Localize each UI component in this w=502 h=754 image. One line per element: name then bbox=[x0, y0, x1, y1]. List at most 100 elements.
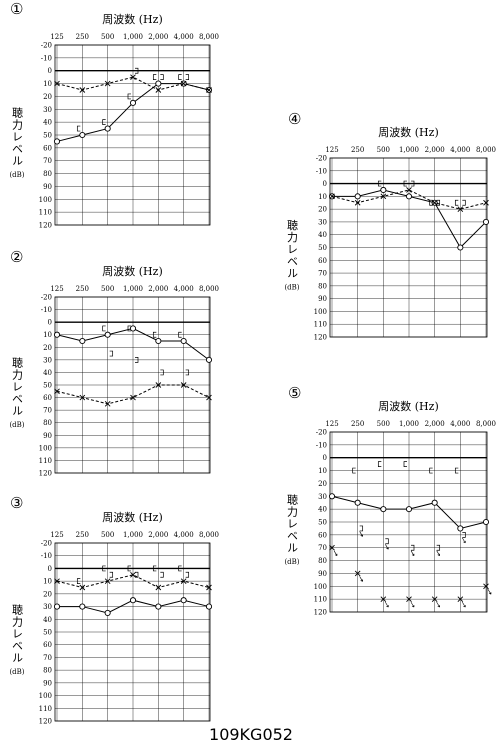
air-right-marker bbox=[405, 506, 413, 513]
bone-right-marker bbox=[127, 93, 131, 100]
y-tick-label: 100 bbox=[39, 692, 52, 700]
bone-right-marker bbox=[377, 461, 382, 467]
air-right-marker bbox=[129, 325, 137, 332]
y-tick-label: 120 bbox=[39, 470, 52, 478]
y-tick-label: 30 bbox=[43, 356, 52, 364]
bone-left-marker bbox=[160, 74, 164, 80]
air-left-marker bbox=[483, 583, 489, 590]
x-tick-label: 1,000 bbox=[123, 531, 143, 539]
y-tick-label: 20 bbox=[43, 590, 52, 598]
y-tick-label: 120 bbox=[39, 718, 52, 726]
air-left-marker bbox=[155, 87, 162, 93]
y-tick-label: 40 bbox=[43, 616, 52, 624]
scale-out-arrow bbox=[487, 589, 492, 595]
bone-left-marker bbox=[185, 571, 190, 578]
x-tick-label: 250 bbox=[76, 33, 89, 41]
air-right-marker bbox=[380, 506, 387, 513]
air-left-marker bbox=[406, 596, 412, 602]
audiogram: ③ 周波数 (Hz) 聴力レベル (dB) -20 -10 0 10 20 30 40 50 60 70 8… bbox=[9, 494, 219, 726]
bone-right-marker bbox=[454, 467, 459, 474]
footer-code: 109KG052 bbox=[209, 725, 293, 744]
bone-left-marker bbox=[359, 525, 364, 532]
y-tick-label: 0 bbox=[48, 319, 52, 327]
bone-right-marker bbox=[152, 565, 157, 572]
air-left-marker bbox=[79, 394, 86, 401]
air-right-marker bbox=[104, 331, 111, 338]
scale-out-arrow bbox=[333, 550, 338, 556]
bone-left-marker bbox=[185, 74, 190, 80]
y-tick-label: 40 bbox=[43, 119, 52, 127]
bone-left-marker bbox=[135, 67, 139, 74]
air-right-marker bbox=[104, 609, 111, 616]
audiogram: ① 周波数 (Hz) 聴力レベル (dB) -20 -10 0 10 20 30 40 50 60 70 8… bbox=[9, 0, 219, 230]
y-tick-label: 70 bbox=[318, 544, 327, 552]
bone-right-marker bbox=[76, 125, 81, 132]
y-axis-label: 聴力レベル bbox=[286, 494, 299, 554]
air-left-marker bbox=[130, 74, 136, 80]
air-right-marker bbox=[53, 603, 61, 610]
y-tick-label: -10 bbox=[41, 54, 52, 62]
x-tick-label: 125 bbox=[50, 33, 63, 41]
air-right-marker bbox=[354, 193, 361, 200]
y-tick-label: 70 bbox=[43, 654, 52, 662]
y-tick-label: 50 bbox=[318, 519, 327, 527]
air-left-marker bbox=[354, 199, 361, 206]
bone-left-marker bbox=[411, 544, 415, 551]
y-tick-label: 80 bbox=[43, 419, 52, 427]
air-left-marker bbox=[130, 394, 136, 401]
bone-left-marker bbox=[160, 369, 164, 376]
air-right-marker bbox=[53, 331, 61, 338]
y-tick-label: 80 bbox=[43, 667, 52, 675]
air-left-marker bbox=[180, 578, 187, 584]
bone-left-marker bbox=[135, 571, 139, 578]
x-tick-label: 500 bbox=[101, 285, 114, 293]
air-left-marker bbox=[206, 87, 212, 93]
air-right-marker bbox=[155, 80, 162, 87]
bone-right-marker bbox=[76, 578, 81, 584]
y-axis-label: 聴力レベル bbox=[11, 357, 24, 417]
x-tick-label: 125 bbox=[325, 146, 338, 154]
air-left-marker bbox=[329, 544, 335, 551]
y-tick-label: 60 bbox=[318, 257, 327, 265]
y-tick-label: 10 bbox=[318, 193, 327, 201]
scale-out-arrow bbox=[385, 544, 389, 550]
bone-right-marker bbox=[377, 180, 382, 187]
x-tick-label: 500 bbox=[377, 420, 390, 428]
x-tick-label: 1,000 bbox=[123, 285, 143, 293]
x-tick-label: 2,000 bbox=[425, 420, 445, 428]
y-tick-label: 10 bbox=[318, 467, 327, 475]
bone-left-marker bbox=[160, 571, 164, 578]
x-tick-label: 8,000 bbox=[476, 146, 496, 154]
air-right-marker bbox=[79, 603, 86, 610]
bone-left-marker bbox=[436, 544, 441, 551]
air-right-marker bbox=[104, 125, 111, 132]
y-axis-unit: (dB) bbox=[284, 558, 299, 566]
air-right-marker bbox=[79, 131, 86, 139]
x-tick-label: 125 bbox=[50, 531, 63, 539]
air-right-marker bbox=[405, 193, 413, 200]
air-left-marker bbox=[406, 187, 412, 193]
y-tick-label: 120 bbox=[39, 222, 52, 230]
audiogram: ④ 周波数 (Hz) 聴力レベル (dB) -20 -10 0 10 20 30 40 50 60 70 8… bbox=[284, 110, 496, 342]
axis-title: 周波数 (Hz) bbox=[102, 511, 162, 524]
scale-out-arrow bbox=[436, 550, 440, 556]
x-tick-label: 250 bbox=[351, 146, 364, 154]
y-tick-label: 40 bbox=[318, 506, 327, 514]
y-tick-label: 80 bbox=[318, 282, 327, 290]
bone-right-marker bbox=[102, 565, 106, 572]
y-tick-label: 70 bbox=[43, 407, 52, 415]
air-right-marker bbox=[457, 525, 464, 532]
y-tick-label: 40 bbox=[43, 369, 52, 377]
air-right-marker bbox=[328, 493, 336, 500]
y-axis-unit: (dB) bbox=[9, 668, 24, 676]
bone-right-marker bbox=[403, 461, 407, 467]
x-tick-label: 250 bbox=[76, 285, 89, 293]
air-right-marker bbox=[482, 518, 490, 526]
air-right-marker bbox=[205, 603, 213, 610]
x-tick-label: 2,000 bbox=[148, 531, 168, 539]
y-tick-label: -20 bbox=[41, 540, 52, 548]
y-tick-label: 20 bbox=[43, 344, 52, 352]
air-right-marker bbox=[155, 603, 162, 610]
y-tick-label: -20 bbox=[316, 429, 327, 437]
